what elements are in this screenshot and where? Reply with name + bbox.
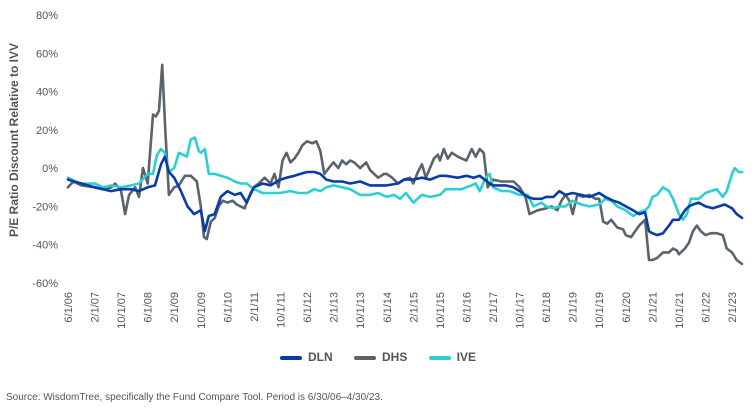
y-tick-label: -60% — [32, 278, 58, 290]
x-tick-label: 6/1/08 — [143, 292, 155, 323]
x-tick-label: 10/1/19 — [594, 292, 606, 329]
x-tick-label: 6/1/16 — [461, 292, 473, 323]
x-tick-label: 10/1/07 — [116, 292, 128, 329]
x-tick-label: 10/1/17 — [515, 292, 527, 329]
x-tick-label: 2/1/07 — [90, 292, 102, 323]
line-chart: P/E Ratio Discount Relative to IVV 80% 60… — [7, 10, 744, 329]
x-tick-label: 6/1/18 — [541, 292, 553, 323]
legend-label: DLN — [307, 350, 333, 364]
legend-label: DHS — [381, 350, 408, 364]
legend-swatch — [353, 355, 376, 360]
x-tick-label: 10/1/15 — [435, 292, 447, 329]
y-tick-label: 40% — [36, 87, 58, 99]
legend-item-ive: IVE — [428, 350, 477, 364]
y-tick-label: 60% — [36, 48, 58, 60]
x-tick-label: 6/1/22 — [701, 292, 713, 323]
x-tick-label: 2/1/19 — [568, 292, 580, 323]
legend-item-dhs: DHS — [353, 350, 408, 364]
x-tick-label: 10/1/11 — [275, 292, 287, 328]
x-tick-label: 6/1/10 — [222, 292, 234, 323]
series-line-dln — [66, 155, 744, 237]
source-note: Source: WisdomTree, specifically the Fun… — [6, 392, 383, 403]
x-tick-label: 6/1/20 — [621, 292, 633, 323]
x-tick-label: 2/1/23 — [727, 292, 739, 323]
x-tick-label: 10/1/13 — [355, 292, 367, 329]
x-tick-label: 6/1/14 — [382, 292, 394, 323]
series-line-ive — [66, 136, 744, 222]
x-tick-label: 2/1/17 — [488, 292, 500, 323]
legend-item-dln: DLN — [279, 350, 333, 364]
legend-swatch — [428, 355, 451, 360]
y-axis-label: P/E Ratio Discount Relative to IVV — [7, 43, 21, 237]
series-line-dhs — [66, 63, 744, 266]
y-tick-label: 80% — [36, 10, 58, 22]
y-tick-label: 0% — [42, 163, 58, 175]
x-tick-label: 2/1/09 — [169, 292, 181, 323]
x-tick-label: 2/1/11 — [249, 292, 261, 322]
legend-swatch — [279, 355, 302, 360]
legend: DLN DHS IVE — [0, 350, 756, 364]
x-tick-label: 2/1/21 — [647, 292, 659, 323]
x-tick-label: 6/1/06 — [63, 292, 75, 323]
y-tick-label: 20% — [36, 125, 58, 137]
y-tick-label: -20% — [32, 201, 58, 213]
x-tick-label: 2/1/15 — [408, 292, 420, 323]
x-tick-label: 2/1/13 — [329, 292, 341, 323]
x-tick-label: 6/1/12 — [302, 292, 314, 323]
legend-label: IVE — [456, 350, 477, 364]
x-tick-label: 10/1/09 — [196, 292, 208, 329]
y-tick-label: -40% — [32, 240, 58, 252]
x-tick-label: 10/1/21 — [674, 292, 686, 329]
